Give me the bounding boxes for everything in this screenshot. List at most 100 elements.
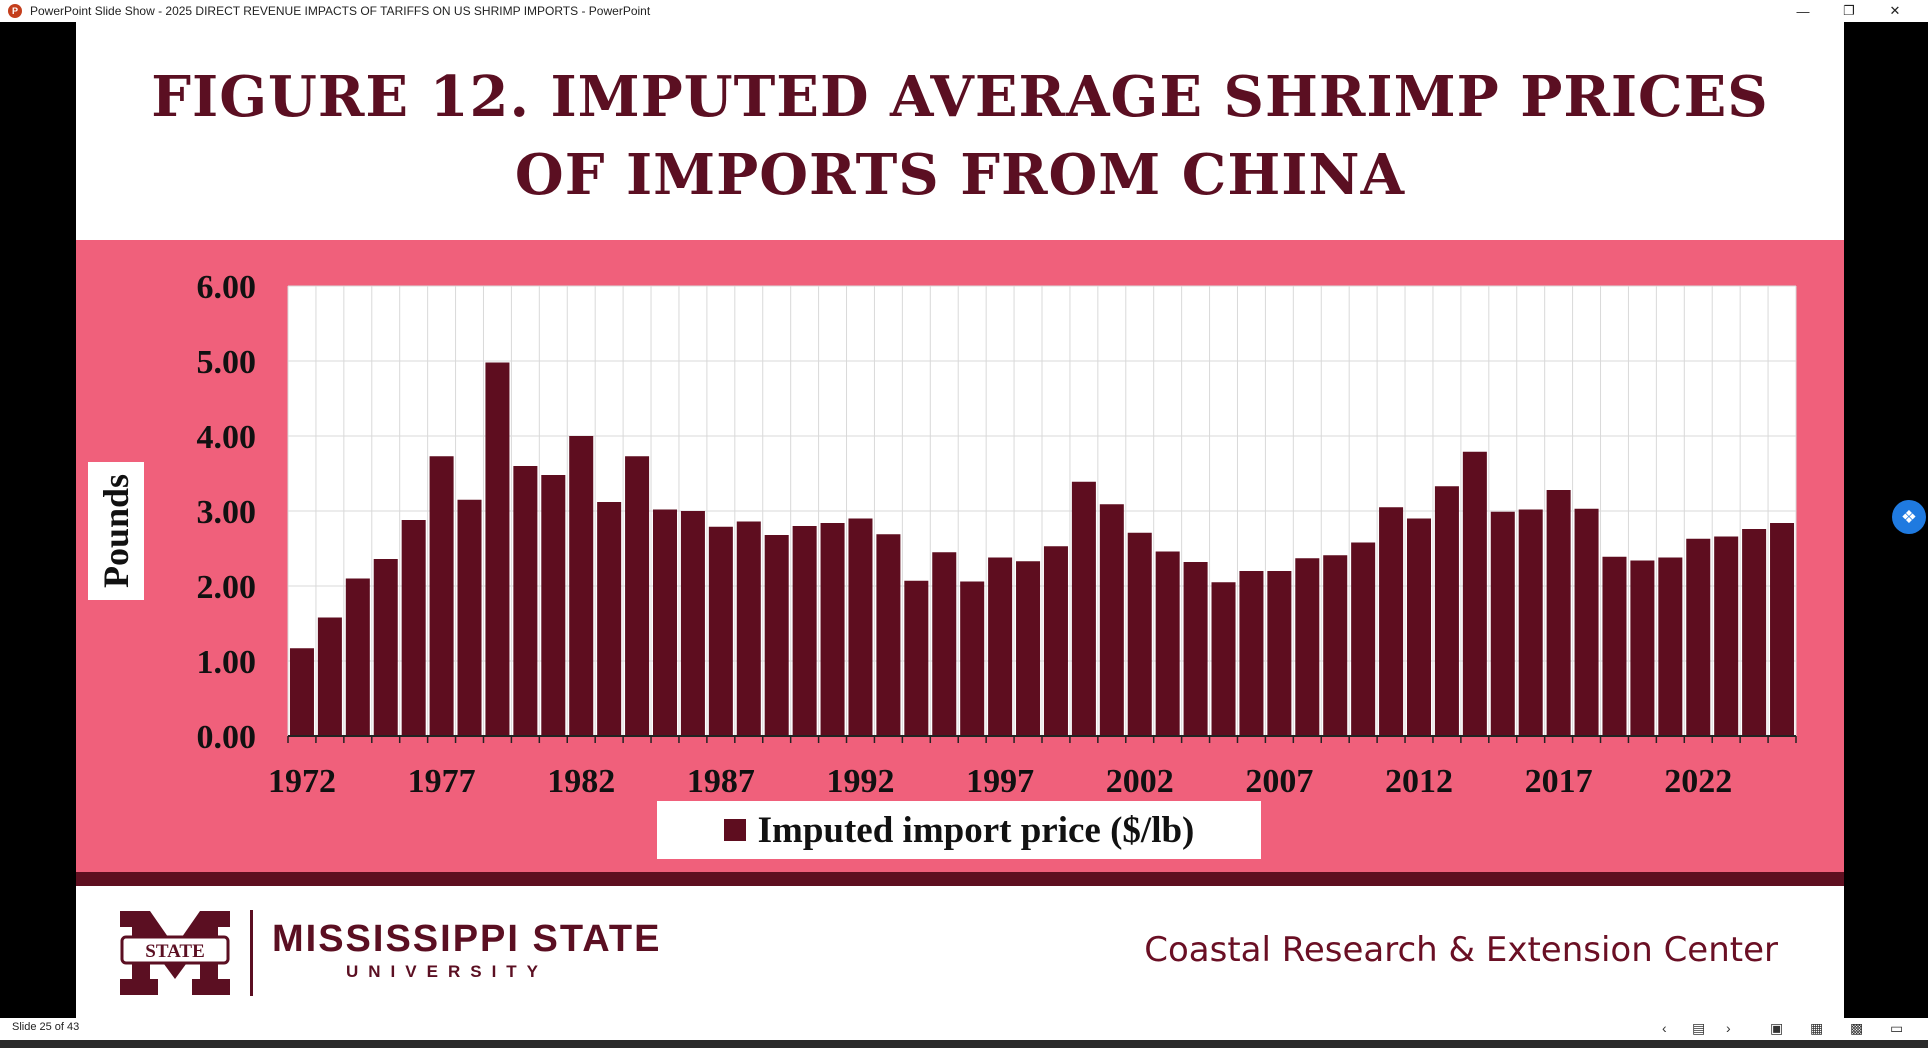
bar — [457, 499, 482, 736]
university-name: MISSISSIPPI STATE — [272, 918, 662, 960]
x-tick-label: 1977 — [408, 763, 476, 800]
y-axis-label-box — [88, 462, 144, 600]
window-title: PowerPoint Slide Show - 2025 DIRECT REVE… — [30, 4, 651, 18]
bar — [820, 523, 845, 736]
x-tick-label: 2017 — [1525, 763, 1593, 800]
bar — [1043, 546, 1068, 736]
bar — [345, 578, 370, 736]
bars — [289, 362, 1795, 736]
bar — [848, 518, 873, 736]
bar — [1658, 557, 1683, 736]
x-tick-label: 1982 — [547, 763, 615, 800]
bar — [1462, 451, 1487, 736]
bar — [1602, 556, 1627, 736]
bar — [1630, 560, 1655, 736]
bar — [1574, 508, 1599, 736]
bar — [1770, 523, 1795, 736]
bar — [1127, 532, 1152, 736]
bar — [401, 520, 426, 736]
normal-view-icon[interactable]: ▣ — [1770, 1020, 1784, 1036]
taskbar-strip — [0, 1040, 1928, 1048]
bar — [1099, 504, 1124, 736]
y-tick-label: 2.00 — [197, 569, 257, 606]
bar — [680, 511, 705, 736]
bar — [736, 521, 761, 736]
msu-logo-icon: STATE — [120, 911, 230, 995]
bar — [1714, 536, 1739, 736]
logo-separator — [250, 910, 253, 996]
next-slide-icon[interactable]: › — [1726, 1020, 1731, 1036]
x-tick-label: 2022 — [1664, 763, 1732, 800]
bar — [1490, 511, 1515, 736]
bar — [1239, 571, 1264, 736]
x-tick-label: 2002 — [1106, 763, 1174, 800]
dropbox-icon[interactable]: ❖ — [1892, 500, 1926, 534]
bar — [429, 456, 454, 736]
bar — [289, 648, 314, 736]
bar — [317, 617, 342, 736]
legend-swatch — [723, 819, 746, 841]
bar — [513, 466, 538, 736]
bar — [960, 581, 985, 736]
window-titlebar: P PowerPoint Slide Show - 2025 DIRECT RE… — [0, 0, 1928, 22]
bar — [597, 502, 622, 736]
close-button[interactable]: ✕ — [1889, 3, 1901, 18]
bar — [1211, 582, 1236, 736]
bar — [1351, 542, 1376, 736]
reading-view-icon[interactable]: ▩ — [1850, 1020, 1864, 1036]
bar — [708, 526, 733, 736]
bar — [1686, 538, 1711, 736]
previous-slide-icon[interactable]: ‹ — [1662, 1020, 1667, 1036]
x-tick-labels: 1972 1977 1982 1987 1992 1997 2002 2007 2012 2017… — [268, 763, 1732, 800]
university-subtitle: UNIVERSITY — [346, 962, 549, 981]
footer-divider — [76, 872, 1844, 886]
x-tick-label: 2007 — [1245, 763, 1313, 800]
bar — [625, 456, 650, 736]
chart-panel: 0.00 1.00 2.00 3.00 4.00 5.00 6.00 1972 1977 198… — [76, 240, 1844, 872]
bar — [904, 580, 929, 736]
bar — [1071, 481, 1096, 736]
x-tick-label: 1992 — [826, 763, 894, 800]
axes — [287, 735, 1797, 743]
legend: Imputed import price ($/lb) — [657, 801, 1261, 859]
slideshow-view-icon[interactable]: ▭ — [1890, 1020, 1904, 1036]
y-tick-label: 5.00 — [197, 344, 257, 381]
slide-counter: Slide 25 of 43 — [12, 1021, 80, 1033]
y-tick-labels: 0.00 1.00 2.00 3.00 4.00 5.00 6.00 — [197, 269, 257, 756]
bar — [1016, 561, 1041, 736]
bar-chart: 0.00 1.00 2.00 3.00 4.00 5.00 6.00 1972 1977 198… — [88, 269, 1797, 800]
y-tick-label: 0.00 — [197, 719, 257, 756]
bar — [1323, 555, 1348, 736]
slide-title: FIGURE 12. IMPUTED AVERAGE SHRIMP PRICES… — [76, 58, 1844, 214]
bar — [1379, 507, 1404, 736]
bar — [652, 509, 678, 736]
y-tick-label: 3.00 — [197, 494, 257, 531]
gridlines — [287, 285, 1797, 737]
bar — [764, 535, 789, 736]
y-tick-label: 4.00 — [197, 419, 257, 456]
x-tick-label: 1972 — [268, 763, 336, 800]
bar — [1295, 558, 1320, 736]
y-axis-label: Pounds — [96, 474, 136, 588]
bar — [373, 559, 398, 736]
slide-title-line2: OF IMPORTS FROM CHINA — [514, 142, 1406, 208]
minimize-button[interactable]: — — [1796, 3, 1810, 19]
logo-text: STATE — [145, 941, 205, 962]
legend-label: Imputed import price ($/lb) — [757, 809, 1195, 851]
y-tick-label: 1.00 — [197, 644, 257, 681]
slide-sorter-icon[interactable]: ▦ — [1810, 1020, 1824, 1036]
bar — [1434, 486, 1459, 736]
slide-menu-icon[interactable]: ▤ — [1692, 1020, 1706, 1036]
powerpoint-icon: P — [8, 4, 22, 18]
bar — [932, 552, 957, 736]
bar — [1546, 490, 1571, 736]
restore-button[interactable]: ❐ — [1843, 3, 1855, 18]
bar — [1267, 571, 1292, 736]
slide: FIGURE 12. IMPUTED AVERAGE SHRIMP PRICES… — [76, 22, 1844, 1018]
bar — [569, 436, 594, 736]
bar — [541, 475, 566, 736]
bar — [1742, 529, 1767, 736]
bar — [1155, 551, 1180, 736]
bar — [1518, 509, 1543, 736]
slide-title-line1: FIGURE 12. IMPUTED AVERAGE SHRIMP PRICES — [151, 64, 1769, 130]
